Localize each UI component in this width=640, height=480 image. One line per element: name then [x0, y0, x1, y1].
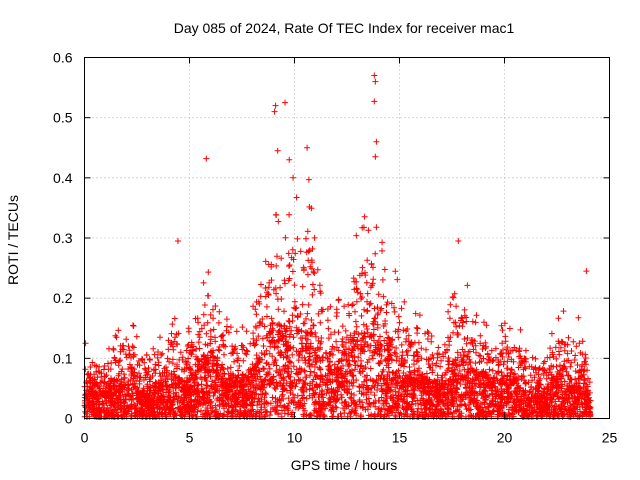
roti-outlier-point [372, 78, 379, 85]
y-tick-label: 0.6 [53, 50, 73, 66]
roti-outlier-point [282, 99, 289, 106]
roti-outlier-point [583, 268, 590, 275]
x-tick-label: 20 [497, 430, 513, 446]
x-axis-label: GPS time / hours [291, 457, 398, 473]
roti-outlier-point [82, 340, 89, 347]
y-tick-label: 0.5 [53, 110, 73, 126]
roti-outlier-point [286, 156, 293, 163]
roti-outlier-point [174, 238, 181, 245]
roti-outlier-point [373, 138, 380, 145]
y-tick-label: 0 [65, 411, 73, 427]
axis-ticks: 0 5 10 15 20 25 0 0.1 0.2 0.3 0.4 0.5 0.6 [53, 50, 617, 446]
x-tick-label: 25 [602, 430, 618, 446]
roti-outlier-point [371, 98, 378, 105]
data-points [81, 72, 594, 420]
roti-outlier-point [372, 153, 379, 160]
y-axis-label: ROTI / TECUs [5, 195, 21, 285]
x-tick-label: 5 [186, 430, 194, 446]
roti-point-cloud [81, 174, 594, 420]
y-tick-label: 0.4 [53, 170, 73, 186]
x-tick-label: 15 [392, 430, 408, 446]
chart-title: Day 085 of 2024, Rate Of TEC Index for r… [174, 20, 515, 36]
roti-outlier-point [274, 147, 281, 154]
roti-outlier-point [455, 238, 462, 245]
y-tick-label: 0.1 [53, 350, 73, 366]
roti-outlier-point [272, 102, 279, 109]
roti-outlier-point [304, 144, 311, 151]
y-tick-label: 0.2 [53, 290, 73, 306]
x-tick-label: 10 [287, 430, 303, 446]
roti-outlier-point [371, 72, 378, 79]
y-tick-label: 0.3 [53, 230, 73, 246]
roti-outlier-point [203, 155, 210, 162]
x-tick-label: 0 [81, 430, 89, 446]
roti-outlier-point [271, 108, 278, 115]
